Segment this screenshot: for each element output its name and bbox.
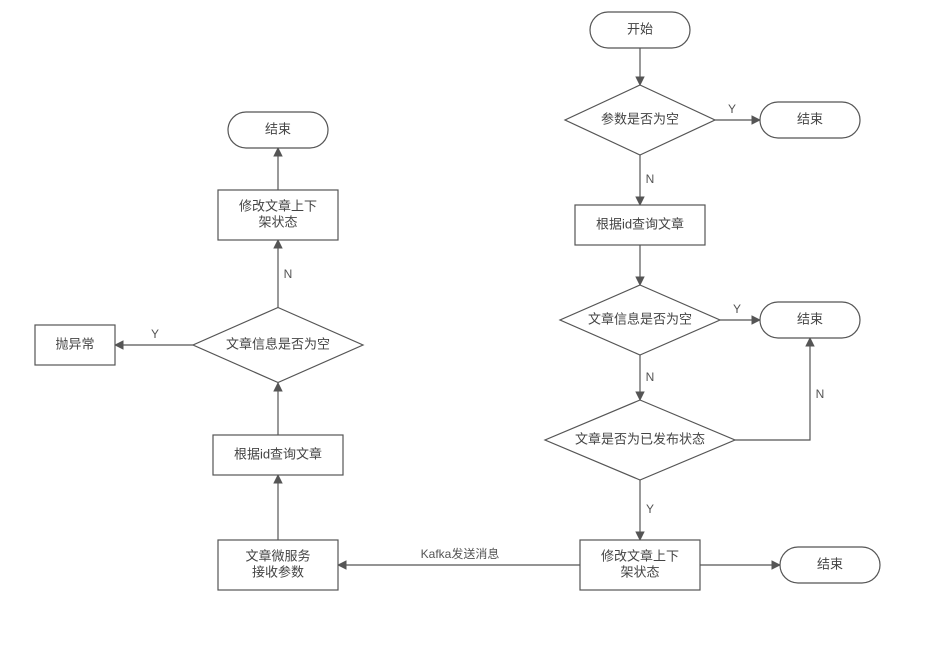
node-receive: 文章微服务接收参数 (218, 540, 338, 590)
node-modify_l: 修改文章上下架状态 (218, 190, 338, 240)
node-label: 参数是否为空 (601, 111, 679, 126)
node-label: 结束 (265, 121, 291, 136)
node-label: 根据id查询文章 (234, 446, 322, 461)
node-end1: 结束 (760, 102, 860, 138)
node-label: 架状态 (620, 564, 659, 579)
node-info_empty: 文章信息是否为空 (560, 285, 720, 355)
node-param_empty: 参数是否为空 (565, 85, 715, 155)
edge-label-info_empty_l-throw: Y (151, 327, 159, 341)
edge-published-end2 (735, 338, 810, 440)
edge-label-published-end2: N (816, 387, 825, 401)
node-start: 开始 (590, 12, 690, 48)
node-label: 文章微服务 (245, 548, 310, 563)
node-label: 文章信息是否为空 (588, 311, 692, 326)
node-throw: 抛异常 (35, 325, 115, 365)
nodes-layer: 开始参数是否为空结束根据id查询文章文章信息是否为空结束文章是否为已发布状态修改… (35, 12, 880, 590)
node-label: 修改文章上下 (601, 548, 679, 563)
edge-label-param_empty-end1: Y (728, 102, 736, 116)
flowchart-canvas: YNYNNYKafka发送消息YN开始参数是否为空结束根据id查询文章文章信息是… (0, 0, 931, 656)
edge-label-param_empty-query_by_id: N (646, 172, 655, 186)
node-end2: 结束 (760, 302, 860, 338)
edge-label-published-modify_r: Y (646, 502, 654, 516)
node-label: 修改文章上下 (239, 198, 317, 213)
node-label: 结束 (817, 556, 843, 571)
node-label: 抛异常 (55, 336, 94, 351)
node-query_by_id_l: 根据id查询文章 (213, 435, 343, 475)
node-published: 文章是否为已发布状态 (545, 400, 735, 480)
node-label: 文章信息是否为空 (226, 336, 330, 351)
node-end3: 结束 (780, 547, 880, 583)
node-label: 文章是否为已发布状态 (575, 431, 705, 446)
edge-label-info_empty_l-modify_l: N (284, 267, 293, 281)
edge-label-info_empty-published: N (646, 370, 655, 384)
node-label: 结束 (797, 311, 823, 326)
node-info_empty_l: 文章信息是否为空 (193, 308, 363, 383)
edge-label-modify_r-receive: Kafka发送消息 (421, 546, 500, 561)
edge-label-info_empty-end2: Y (733, 302, 741, 316)
node-query_by_id: 根据id查询文章 (575, 205, 705, 245)
node-label: 结束 (797, 111, 823, 126)
node-label: 根据id查询文章 (596, 216, 684, 231)
node-end_l: 结束 (228, 112, 328, 148)
node-label: 架状态 (258, 214, 297, 229)
node-modify_r: 修改文章上下架状态 (580, 540, 700, 590)
node-label: 接收参数 (252, 564, 304, 579)
node-label: 开始 (627, 21, 653, 36)
edges-layer: Y N Y N N Y Kafka发送消息 Y N (115, 48, 824, 565)
